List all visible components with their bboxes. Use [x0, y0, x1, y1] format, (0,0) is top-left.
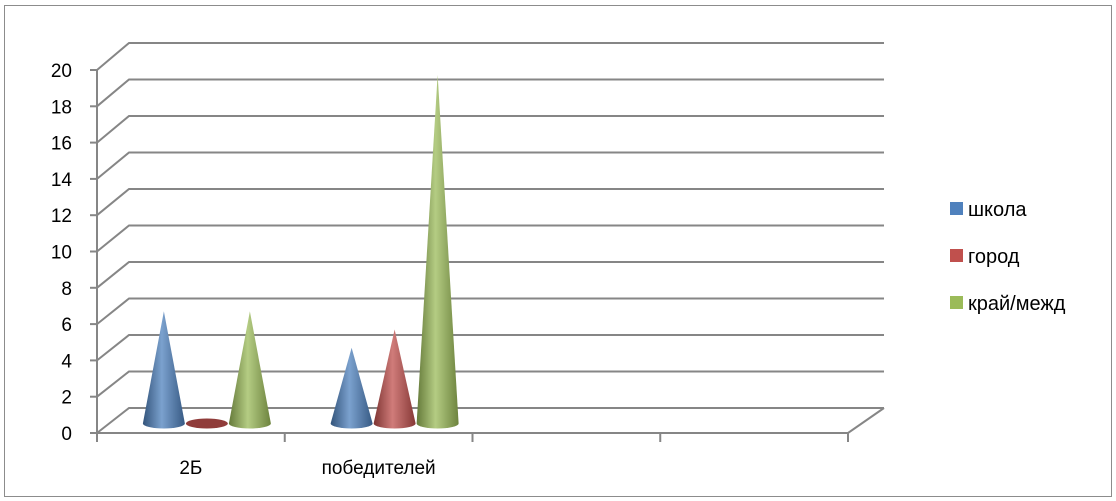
y-axis-ticks: 0 2 4 6 8 10 12 14 16 18 20 — [51, 61, 97, 445]
cone-bar — [330, 347, 373, 429]
gridlines — [96, 42, 884, 434]
gridline — [96, 115, 884, 144]
cone-bar — [142, 311, 185, 429]
legend-swatch — [950, 249, 963, 262]
y-tick-label: 10 — [51, 243, 72, 264]
y-tick-label: 12 — [51, 206, 72, 227]
cone-bar — [373, 329, 416, 429]
y-tick-label: 16 — [51, 134, 72, 155]
y-tick-label: 8 — [61, 279, 72, 300]
y-tick-label: 0 — [61, 424, 72, 445]
legend-swatch — [950, 202, 963, 215]
gridline — [96, 224, 884, 253]
y-tick-label: 18 — [51, 97, 72, 118]
legend: школа город край/межд — [950, 199, 1066, 315]
x-category-label: 2Б — [179, 458, 202, 479]
x-category-label: победителей — [322, 458, 436, 479]
y-tick-label: 6 — [61, 315, 72, 336]
axes — [96, 70, 885, 434]
gridline — [96, 78, 884, 108]
gridline — [96, 42, 884, 71]
gridline — [96, 261, 884, 289]
legend-swatch — [950, 296, 963, 309]
legend-label: город — [968, 246, 1020, 268]
x-axis-categories: 2Б победителей — [96, 433, 849, 479]
gridline — [96, 407, 884, 434]
gridline — [96, 370, 884, 398]
gridline — [96, 297, 884, 325]
cone-bar — [228, 311, 271, 429]
y-tick-label: 14 — [51, 170, 73, 191]
legend-label: школа — [968, 199, 1027, 221]
y-tick-label: 4 — [61, 351, 72, 372]
gridline — [96, 151, 884, 180]
gridline — [96, 334, 884, 362]
chart-area — [4, 5, 1112, 497]
cone-bar — [416, 74, 459, 429]
y-tick-label: 20 — [51, 61, 72, 82]
data-cones — [142, 74, 459, 429]
gridline — [96, 188, 884, 216]
y-tick-label: 2 — [61, 388, 72, 409]
cone-bar — [185, 418, 228, 429]
legend-label: край/межд — [968, 293, 1066, 315]
